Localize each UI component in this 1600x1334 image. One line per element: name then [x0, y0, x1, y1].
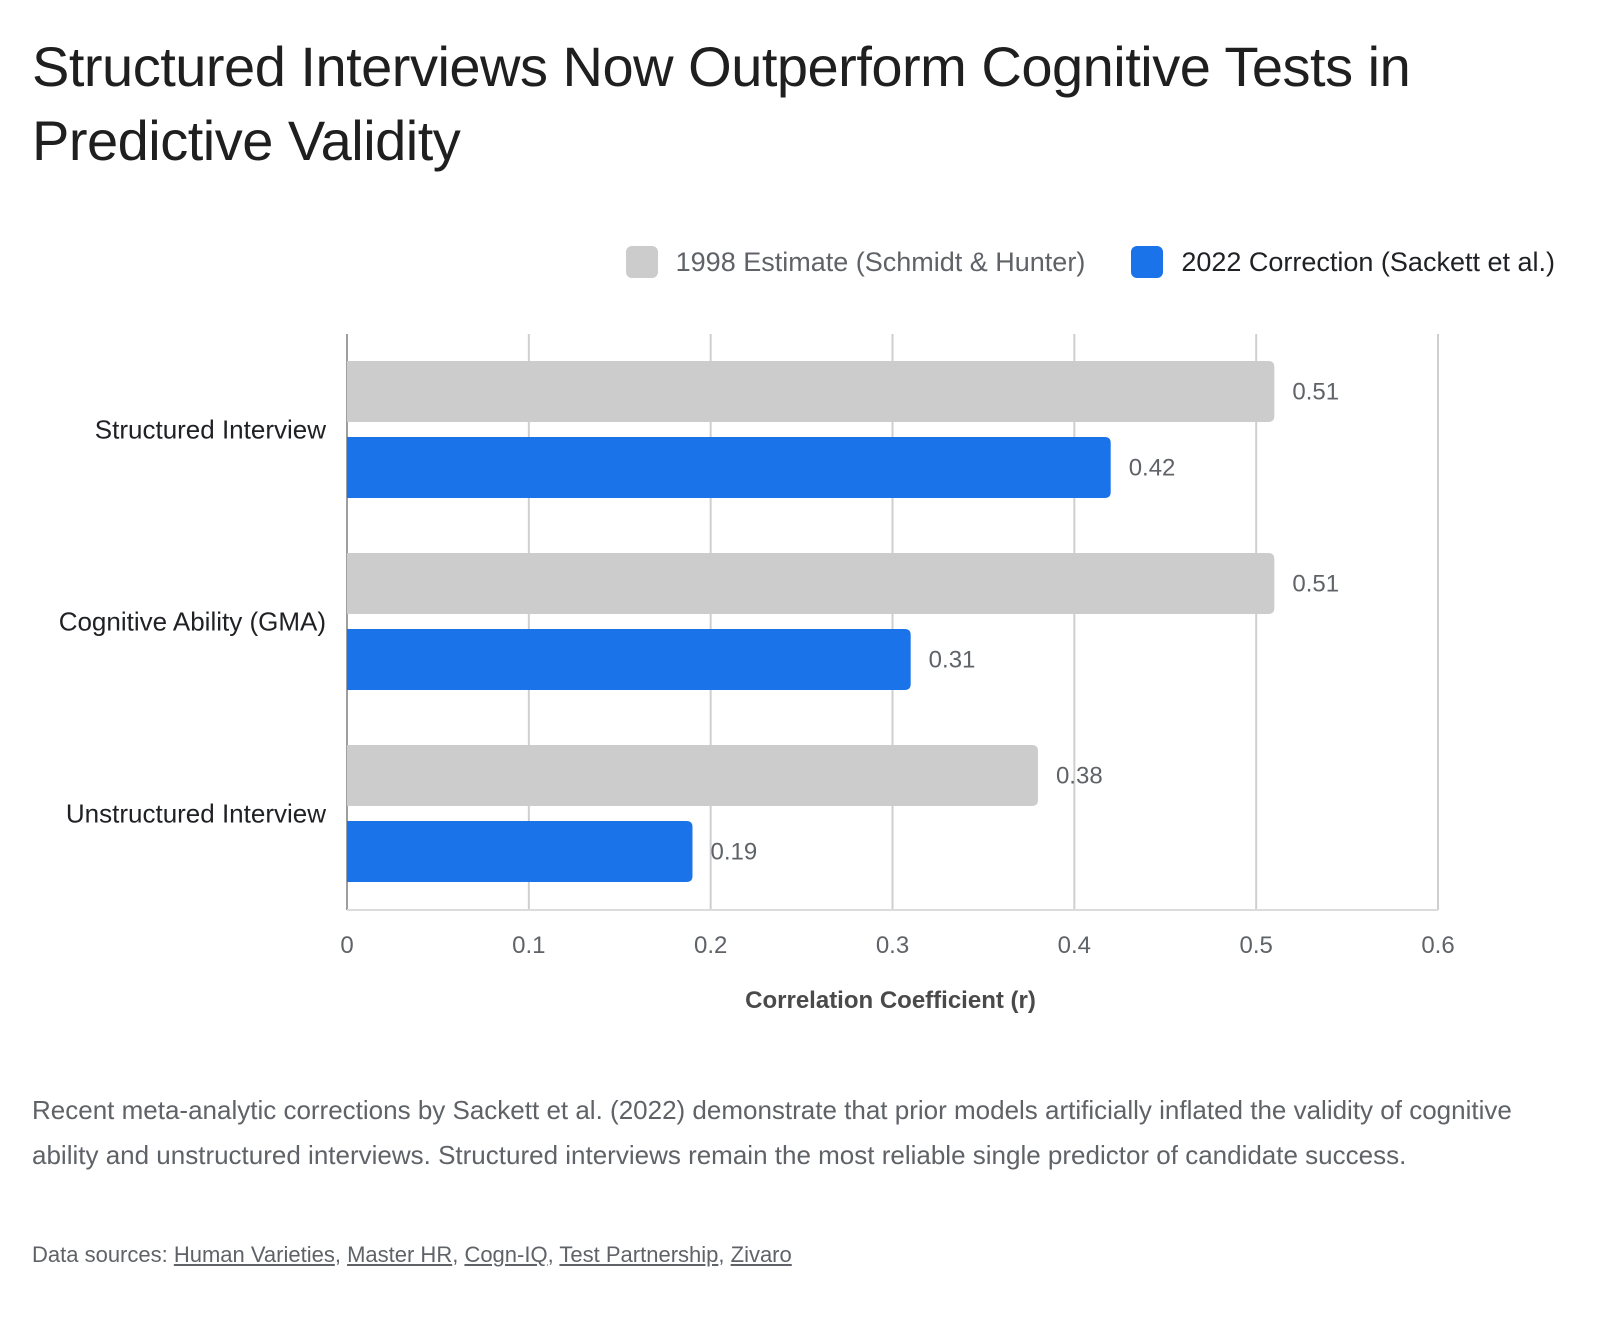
legend-swatch-2022	[1131, 246, 1164, 278]
chart-description: Recent meta-analytic corrections by Sack…	[32, 1095, 1512, 1170]
data-label: 0.51	[1292, 571, 1339, 598]
x-tick-label: 0.5	[1239, 932, 1272, 959]
x-tick-label: 0.6	[1421, 932, 1454, 959]
x-tick-label: 0	[340, 932, 353, 959]
bar-2022	[347, 629, 911, 690]
data-label: 0.19	[710, 839, 757, 866]
source-link-test-partnership[interactable]: Test Partnership	[559, 1242, 719, 1267]
x-tick-label: 0.3	[876, 932, 909, 959]
data-sources: Data sources: Human Varieties, Master HR…	[32, 1242, 792, 1268]
source-link-zivaro[interactable]: Zivaro	[730, 1242, 792, 1267]
sources-separator: ,	[452, 1242, 465, 1267]
legend-item-2022[interactable]: 2022 Correction (Sackett et al.)	[1131, 246, 1555, 278]
bar-1998	[347, 361, 1275, 422]
data-label: 0.42	[1129, 455, 1176, 482]
y-category-label: Structured Interview	[95, 415, 326, 445]
x-tick-label: 0.4	[1058, 932, 1091, 959]
y-category-label: Cognitive Ability (GMA)	[59, 607, 326, 637]
legend-label-2022: 2022 Correction (Sackett et al.)	[1181, 246, 1555, 277]
data-label: 0.51	[1292, 379, 1339, 406]
data-label: 0.31	[929, 647, 976, 674]
sources-separator: ,	[718, 1242, 731, 1267]
sources-prefix: Data sources:	[32, 1242, 174, 1267]
x-axis-title: Correlation Coefficient (r)	[745, 987, 1036, 1014]
bar-1998	[347, 745, 1038, 806]
y-category-label: Unstructured Interview	[66, 799, 326, 829]
bar-chart: 0 0.1 0.2 0.3 0.4 0.5 0.6 Correlation Coefficie…	[59, 334, 1455, 1014]
legend-label-1998: 1998 Estimate (Schmidt & Hunter)	[675, 246, 1086, 277]
bar-2022	[347, 821, 693, 882]
source-link-cogn-iq[interactable]: Cogn-IQ	[464, 1242, 548, 1267]
source-link-master-hr[interactable]: Master HR	[347, 1242, 453, 1267]
data-label: 0.38	[1056, 763, 1103, 790]
x-tick-label: 0.1	[512, 932, 545, 959]
legend-swatch-1998	[625, 246, 658, 278]
sources-separator: ,	[547, 1242, 560, 1267]
bar-1998	[347, 553, 1275, 614]
legend: 1998 Estimate (Schmidt & Hunter) 2022 Co…	[580, 246, 1555, 278]
legend-item-1998[interactable]: 1998 Estimate (Schmidt & Hunter)	[625, 246, 1086, 278]
bar-2022	[347, 437, 1111, 498]
sources-separator: ,	[334, 1242, 348, 1267]
x-tick-label: 0.2	[694, 932, 727, 959]
chart-title: Structured Interviews Now Outperform Cog…	[32, 35, 1411, 172]
source-link-human-varieties[interactable]: Human Varieties	[173, 1242, 335, 1267]
